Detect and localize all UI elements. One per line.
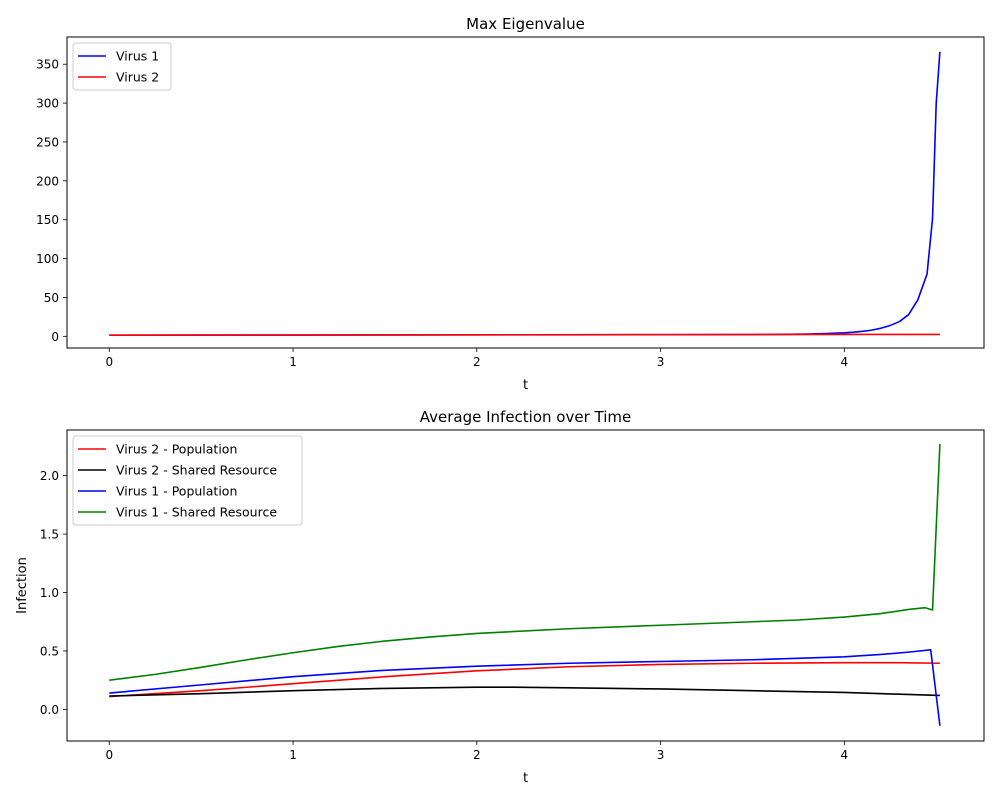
chart-average-infection: Average Infection over Time 0 1 2 3 4 0.0 0.5 1… (15, 408, 985, 786)
x-axis-label: t (523, 771, 528, 786)
plot-frame (66, 429, 985, 742)
legend-box (72, 435, 303, 526)
legend-label: Virus 2 (116, 70, 159, 85)
plot-layer (109, 443, 941, 726)
legend-label: Virus 2 - Population (116, 442, 237, 457)
y-tick-label: 350 (36, 58, 59, 72)
legend: Virus 1 Virus 2 (72, 42, 172, 91)
x-tick-label: 2 (473, 355, 481, 369)
y-tick-label: 100 (36, 252, 59, 266)
series-line-virus-2-shared-resource (109, 686, 940, 697)
x-tick-label: 2 (473, 748, 481, 762)
legend-label: Virus 1 - Population (116, 484, 237, 499)
y-tick-label: 1.5 (40, 528, 59, 542)
y-tick-label: 0.5 (40, 644, 59, 658)
legend: Virus 2 - Population Virus 2 - Shared Res… (72, 435, 303, 526)
x-tick-label: 4 (841, 748, 849, 762)
y-tick-label: 2.0 (40, 469, 59, 483)
y-tick-label: 50 (44, 291, 59, 305)
legend-label: Virus 2 - Shared Resource (116, 463, 277, 478)
y-axis-label: Infection (15, 557, 30, 614)
x-tick-label: 3 (657, 355, 665, 369)
x-tick-label: 0 (105, 748, 113, 762)
ticks-layer: 0 1 2 3 4 0 50 100 150 200 250 300 350 (36, 58, 848, 369)
x-tick-label: 4 (841, 355, 849, 369)
series-line-virus-2-population (109, 661, 940, 698)
plot-layer (109, 51, 941, 336)
x-tick-label: 1 (289, 355, 297, 369)
x-tick-label: 1 (289, 748, 297, 762)
series-line-virus-1-population (109, 649, 941, 726)
x-tick-label: 0 (105, 355, 113, 369)
legend-label: Virus 1 (116, 49, 159, 64)
y-tick-label: 250 (36, 135, 59, 149)
series-line-virus-1-shared-resource (109, 443, 941, 681)
y-tick-label: 200 (36, 174, 59, 188)
y-tick-label: 300 (36, 97, 59, 111)
y-tick-label: 0.0 (40, 703, 59, 717)
x-axis-label: t (523, 378, 528, 393)
x-tick-label: 3 (657, 748, 665, 762)
plot-frame (66, 36, 985, 349)
chart-max-eigenvalue: Max Eigenvalue 0 1 2 3 4 0 50 100 150 200 250 300 35… (36, 15, 985, 393)
legend-box (72, 42, 172, 91)
legend-label: Virus 1 - Shared Resource (116, 505, 277, 520)
chart-title: Max Eigenvalue (466, 15, 585, 33)
y-tick-label: 1.0 (40, 586, 59, 600)
y-tick-label: 0 (51, 330, 59, 344)
chart-title: Average Infection over Time (420, 408, 631, 426)
ticks-layer: 0 1 2 3 4 0.0 0.5 1.0 1.5 2.0 (40, 469, 848, 762)
y-tick-label: 150 (36, 213, 59, 227)
series-line-virus-2 (109, 333, 940, 336)
